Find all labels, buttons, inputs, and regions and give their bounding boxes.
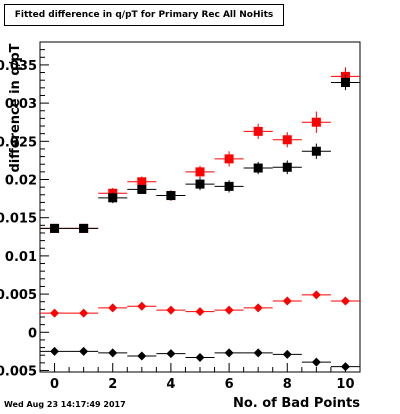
x-tick-label: 2 xyxy=(108,377,117,392)
data-point-square xyxy=(195,167,205,177)
data-point-diamond xyxy=(195,307,205,317)
data-point-diamond xyxy=(166,305,176,315)
data-point-diamond xyxy=(311,357,321,367)
y-tick-label: 0.03 xyxy=(5,97,37,112)
data-point-diamond xyxy=(340,362,350,372)
y-tick-label: 0.005 xyxy=(0,288,37,303)
y-tick-label: 0.01 xyxy=(5,250,37,265)
data-point-square xyxy=(340,77,350,87)
series-1 xyxy=(40,74,360,233)
x-tick-label: 8 xyxy=(283,377,292,392)
data-point-diamond xyxy=(253,303,263,313)
data-point-square xyxy=(224,154,234,164)
data-point-diamond xyxy=(50,346,60,356)
data-point-square xyxy=(137,177,147,187)
plot-frame xyxy=(39,41,361,373)
data-point-square xyxy=(224,181,234,191)
y-axis-title: difference in q/pT xyxy=(8,43,23,173)
data-point-diamond xyxy=(282,349,292,359)
data-point-diamond xyxy=(79,308,89,318)
plot-marks xyxy=(40,67,360,372)
y-tick-label: -0.005 xyxy=(0,364,37,379)
chart-title: Fitted difference in q/pT for Primary Re… xyxy=(4,4,284,26)
data-point-square xyxy=(311,146,321,156)
series-3 xyxy=(40,346,360,372)
data-point-square xyxy=(311,117,321,127)
plot-axes: 0 2 4 6 8 10 -0.005 0 0.005 0.01 0.015 0.02 0.025 0.0… xyxy=(0,41,361,392)
data-point-diamond xyxy=(340,296,350,306)
y-tick-label: 0 xyxy=(28,326,37,341)
data-point-diamond xyxy=(311,290,321,300)
data-point-diamond xyxy=(79,346,89,356)
data-point-diamond xyxy=(282,296,292,306)
x-tick-label: 10 xyxy=(336,377,354,392)
x-tick-label: 4 xyxy=(166,377,175,392)
data-point-diamond xyxy=(166,349,176,359)
y-tick-label: 0.025 xyxy=(0,135,37,150)
data-point-square xyxy=(50,223,60,233)
x-tick-label: 0 xyxy=(50,377,59,392)
data-point-square xyxy=(195,179,205,189)
data-point-diamond xyxy=(108,303,118,313)
data-point-diamond xyxy=(137,301,147,311)
y-tick-label: 0.02 xyxy=(5,174,37,189)
data-point-square xyxy=(166,191,176,201)
data-point-square xyxy=(282,135,292,145)
y-tick-label: 0.015 xyxy=(0,212,37,227)
x-axis-title: No. of Bad Points xyxy=(232,396,360,411)
x-tick-label: 6 xyxy=(225,377,234,392)
data-point-square xyxy=(79,223,89,233)
data-point-diamond xyxy=(253,348,263,358)
data-point-diamond xyxy=(50,308,60,318)
data-point-diamond xyxy=(224,305,234,315)
timestamp: Wed Aug 23 14:17:49 2017 xyxy=(4,400,126,409)
data-point-square xyxy=(253,163,263,173)
data-point-square xyxy=(253,126,263,136)
data-point-diamond xyxy=(137,351,147,361)
data-point-diamond xyxy=(224,348,234,358)
y-tick-label: 0.035 xyxy=(0,59,37,74)
data-point-diamond xyxy=(195,352,205,362)
series-2 xyxy=(40,290,360,318)
data-point-diamond xyxy=(108,348,118,358)
data-point-square xyxy=(282,162,292,172)
data-point-square xyxy=(137,184,147,194)
data-point-square xyxy=(108,193,118,203)
